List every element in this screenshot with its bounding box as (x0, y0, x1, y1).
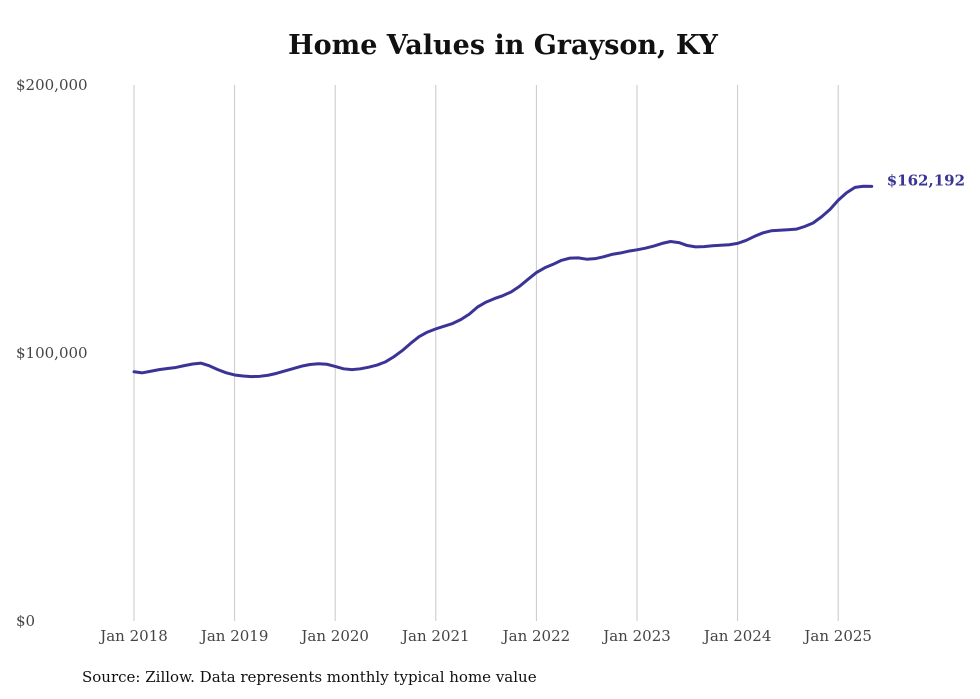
x-tick-label: Jan 2021 (400, 627, 470, 645)
x-tick-label: Jan 2022 (501, 627, 571, 645)
y-tick-label: $0 (16, 612, 35, 630)
x-tick-label: Jan 2024 (702, 627, 772, 645)
x-tick-label: Jan 2023 (601, 627, 671, 645)
chart-title: Home Values in Grayson, KY (288, 30, 718, 61)
x-tick-label: Jan 2020 (299, 627, 369, 645)
y-tick-label: $200,000 (16, 76, 88, 94)
x-tick-label: Jan 2019 (199, 627, 269, 645)
y-tick-label: $100,000 (16, 344, 88, 362)
x-tick-label: Jan 2025 (802, 627, 872, 645)
series-line (132, 184, 874, 379)
end-value-label: $162,192 (887, 171, 965, 189)
x-tick-label: Jan 2018 (98, 627, 168, 645)
chart-source-note: Source: Zillow. Data represents monthly … (82, 668, 537, 686)
